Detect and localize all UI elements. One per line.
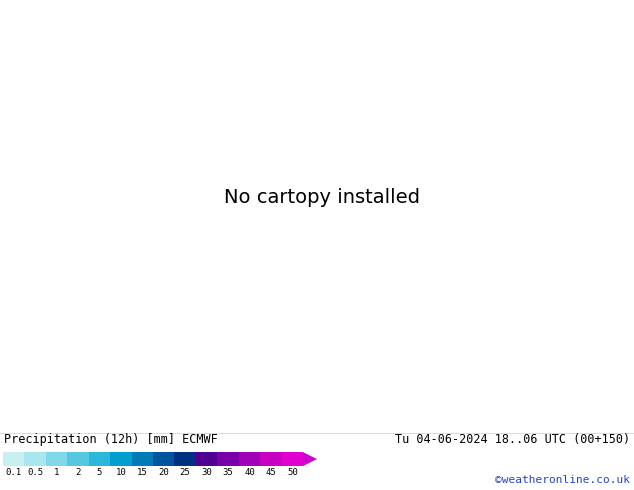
Text: 40: 40 <box>244 468 255 477</box>
Text: No cartopy installed: No cartopy installed <box>224 188 420 207</box>
Text: 0.1: 0.1 <box>6 468 22 477</box>
Bar <box>25 452 46 466</box>
Text: ©weatheronline.co.uk: ©weatheronline.co.uk <box>495 475 630 485</box>
Text: 50: 50 <box>287 468 297 477</box>
Bar <box>110 452 132 466</box>
Text: 25: 25 <box>180 468 191 477</box>
Bar <box>3 452 25 466</box>
Text: Tu 04-06-2024 18..06 UTC (00+150): Tu 04-06-2024 18..06 UTC (00+150) <box>395 433 630 446</box>
Bar <box>46 452 67 466</box>
Bar <box>260 452 281 466</box>
Text: 0.5: 0.5 <box>27 468 43 477</box>
Text: 5: 5 <box>97 468 102 477</box>
Text: 1: 1 <box>54 468 59 477</box>
Text: 10: 10 <box>115 468 126 477</box>
Text: 45: 45 <box>266 468 276 477</box>
Text: 30: 30 <box>201 468 212 477</box>
Text: 2: 2 <box>75 468 81 477</box>
Bar <box>217 452 239 466</box>
Text: 15: 15 <box>137 468 148 477</box>
Bar <box>89 452 110 466</box>
Text: Precipitation (12h) [mm] ECMWF: Precipitation (12h) [mm] ECMWF <box>4 433 217 446</box>
Bar <box>239 452 260 466</box>
Bar <box>281 452 303 466</box>
Text: 35: 35 <box>223 468 233 477</box>
Bar <box>196 452 217 466</box>
Polygon shape <box>303 452 317 466</box>
Bar <box>153 452 174 466</box>
Bar <box>67 452 89 466</box>
Text: 20: 20 <box>158 468 169 477</box>
Bar <box>174 452 196 466</box>
Bar <box>132 452 153 466</box>
